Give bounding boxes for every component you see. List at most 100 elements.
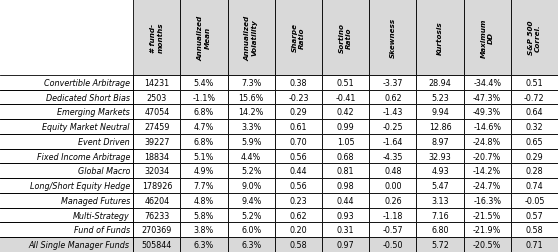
Bar — [133, 120, 180, 134]
Bar — [180, 120, 228, 134]
Bar — [464, 0, 511, 76]
Bar — [416, 76, 464, 90]
Bar — [416, 105, 464, 120]
Text: 46204: 46204 — [145, 196, 170, 205]
Bar — [464, 208, 511, 223]
Bar — [416, 208, 464, 223]
Text: 0.20: 0.20 — [290, 226, 307, 234]
Text: 0.31: 0.31 — [337, 226, 354, 234]
Bar — [228, 149, 275, 164]
Bar — [180, 149, 228, 164]
Text: Convertible Arbitrage: Convertible Arbitrage — [44, 78, 130, 87]
Text: -14.2%: -14.2% — [473, 167, 501, 176]
Text: -47.3%: -47.3% — [473, 93, 501, 102]
Bar — [464, 76, 511, 90]
Bar — [133, 0, 180, 76]
Text: 4.4%: 4.4% — [241, 152, 261, 161]
Bar — [275, 76, 322, 90]
Bar — [416, 237, 464, 252]
Bar — [180, 76, 228, 90]
Bar — [322, 178, 369, 193]
Bar — [416, 0, 464, 76]
Text: 3.13: 3.13 — [431, 196, 449, 205]
Bar — [228, 237, 275, 252]
Bar — [369, 164, 416, 178]
Text: Dedicated Short Bias: Dedicated Short Bias — [46, 93, 130, 102]
Text: 1.05: 1.05 — [337, 137, 354, 146]
Text: Sharpe
Ratio: Sharpe Ratio — [292, 23, 305, 52]
Text: -0.25: -0.25 — [382, 122, 403, 132]
Bar — [369, 223, 416, 237]
Bar — [133, 76, 180, 90]
Bar — [180, 90, 228, 105]
Bar — [0, 237, 133, 252]
Bar — [275, 105, 322, 120]
Text: 0.56: 0.56 — [290, 152, 307, 161]
Text: 0.56: 0.56 — [290, 181, 307, 190]
Text: 5.9%: 5.9% — [241, 137, 262, 146]
Text: 0.99: 0.99 — [336, 122, 354, 132]
Bar — [133, 134, 180, 149]
Text: 5.4%: 5.4% — [194, 78, 214, 87]
Bar — [133, 193, 180, 208]
Text: 0.93: 0.93 — [337, 211, 354, 220]
Text: 178926: 178926 — [142, 181, 172, 190]
Text: Annualized
Mean: Annualized Mean — [198, 15, 210, 60]
Text: 76233: 76233 — [144, 211, 170, 220]
Bar — [511, 208, 558, 223]
Bar — [275, 90, 322, 105]
Bar — [369, 237, 416, 252]
Bar — [180, 134, 228, 149]
Bar — [228, 0, 275, 76]
Text: 14.2%: 14.2% — [239, 108, 264, 117]
Bar — [464, 120, 511, 134]
Bar — [464, 193, 511, 208]
Text: 4.8%: 4.8% — [194, 196, 214, 205]
Bar — [464, 178, 511, 193]
Bar — [511, 237, 558, 252]
Text: 0.62: 0.62 — [290, 211, 307, 220]
Bar — [322, 105, 369, 120]
Bar — [275, 164, 322, 178]
Text: 0.44: 0.44 — [290, 167, 307, 176]
Bar — [322, 149, 369, 164]
Text: -16.3%: -16.3% — [473, 196, 501, 205]
Text: -1.43: -1.43 — [383, 108, 403, 117]
Text: 27459: 27459 — [144, 122, 170, 132]
Bar — [511, 178, 558, 193]
Bar — [416, 120, 464, 134]
Bar — [275, 134, 322, 149]
Bar — [180, 237, 228, 252]
Bar — [322, 76, 369, 90]
Bar — [133, 105, 180, 120]
Text: 0.65: 0.65 — [526, 137, 543, 146]
Text: -21.5%: -21.5% — [473, 211, 502, 220]
Bar — [228, 76, 275, 90]
Text: 32034: 32034 — [145, 167, 170, 176]
Text: 0.51: 0.51 — [526, 78, 543, 87]
Text: 0.32: 0.32 — [526, 122, 543, 132]
Text: 14231: 14231 — [145, 78, 170, 87]
Text: Sortino
Ratio: Sortino Ratio — [339, 23, 352, 53]
Bar — [133, 149, 180, 164]
Text: Multi-Strategy: Multi-Strategy — [73, 211, 130, 220]
Text: 0.51: 0.51 — [337, 78, 354, 87]
Text: 8.97: 8.97 — [431, 137, 449, 146]
Bar — [0, 120, 133, 134]
Text: -0.05: -0.05 — [524, 196, 545, 205]
Bar — [133, 237, 180, 252]
Bar — [322, 193, 369, 208]
Text: Annualized
Volatility: Annualized Volatility — [244, 15, 258, 60]
Bar — [0, 0, 133, 76]
Bar — [369, 105, 416, 120]
Bar — [133, 178, 180, 193]
Text: -20.5%: -20.5% — [473, 240, 502, 249]
Text: 0.48: 0.48 — [384, 167, 402, 176]
Text: 47054: 47054 — [144, 108, 170, 117]
Bar — [464, 90, 511, 105]
Text: 505844: 505844 — [142, 240, 172, 249]
Bar — [369, 90, 416, 105]
Text: Fixed Income Arbitrage: Fixed Income Arbitrage — [36, 152, 130, 161]
Bar — [322, 223, 369, 237]
Bar — [464, 223, 511, 237]
